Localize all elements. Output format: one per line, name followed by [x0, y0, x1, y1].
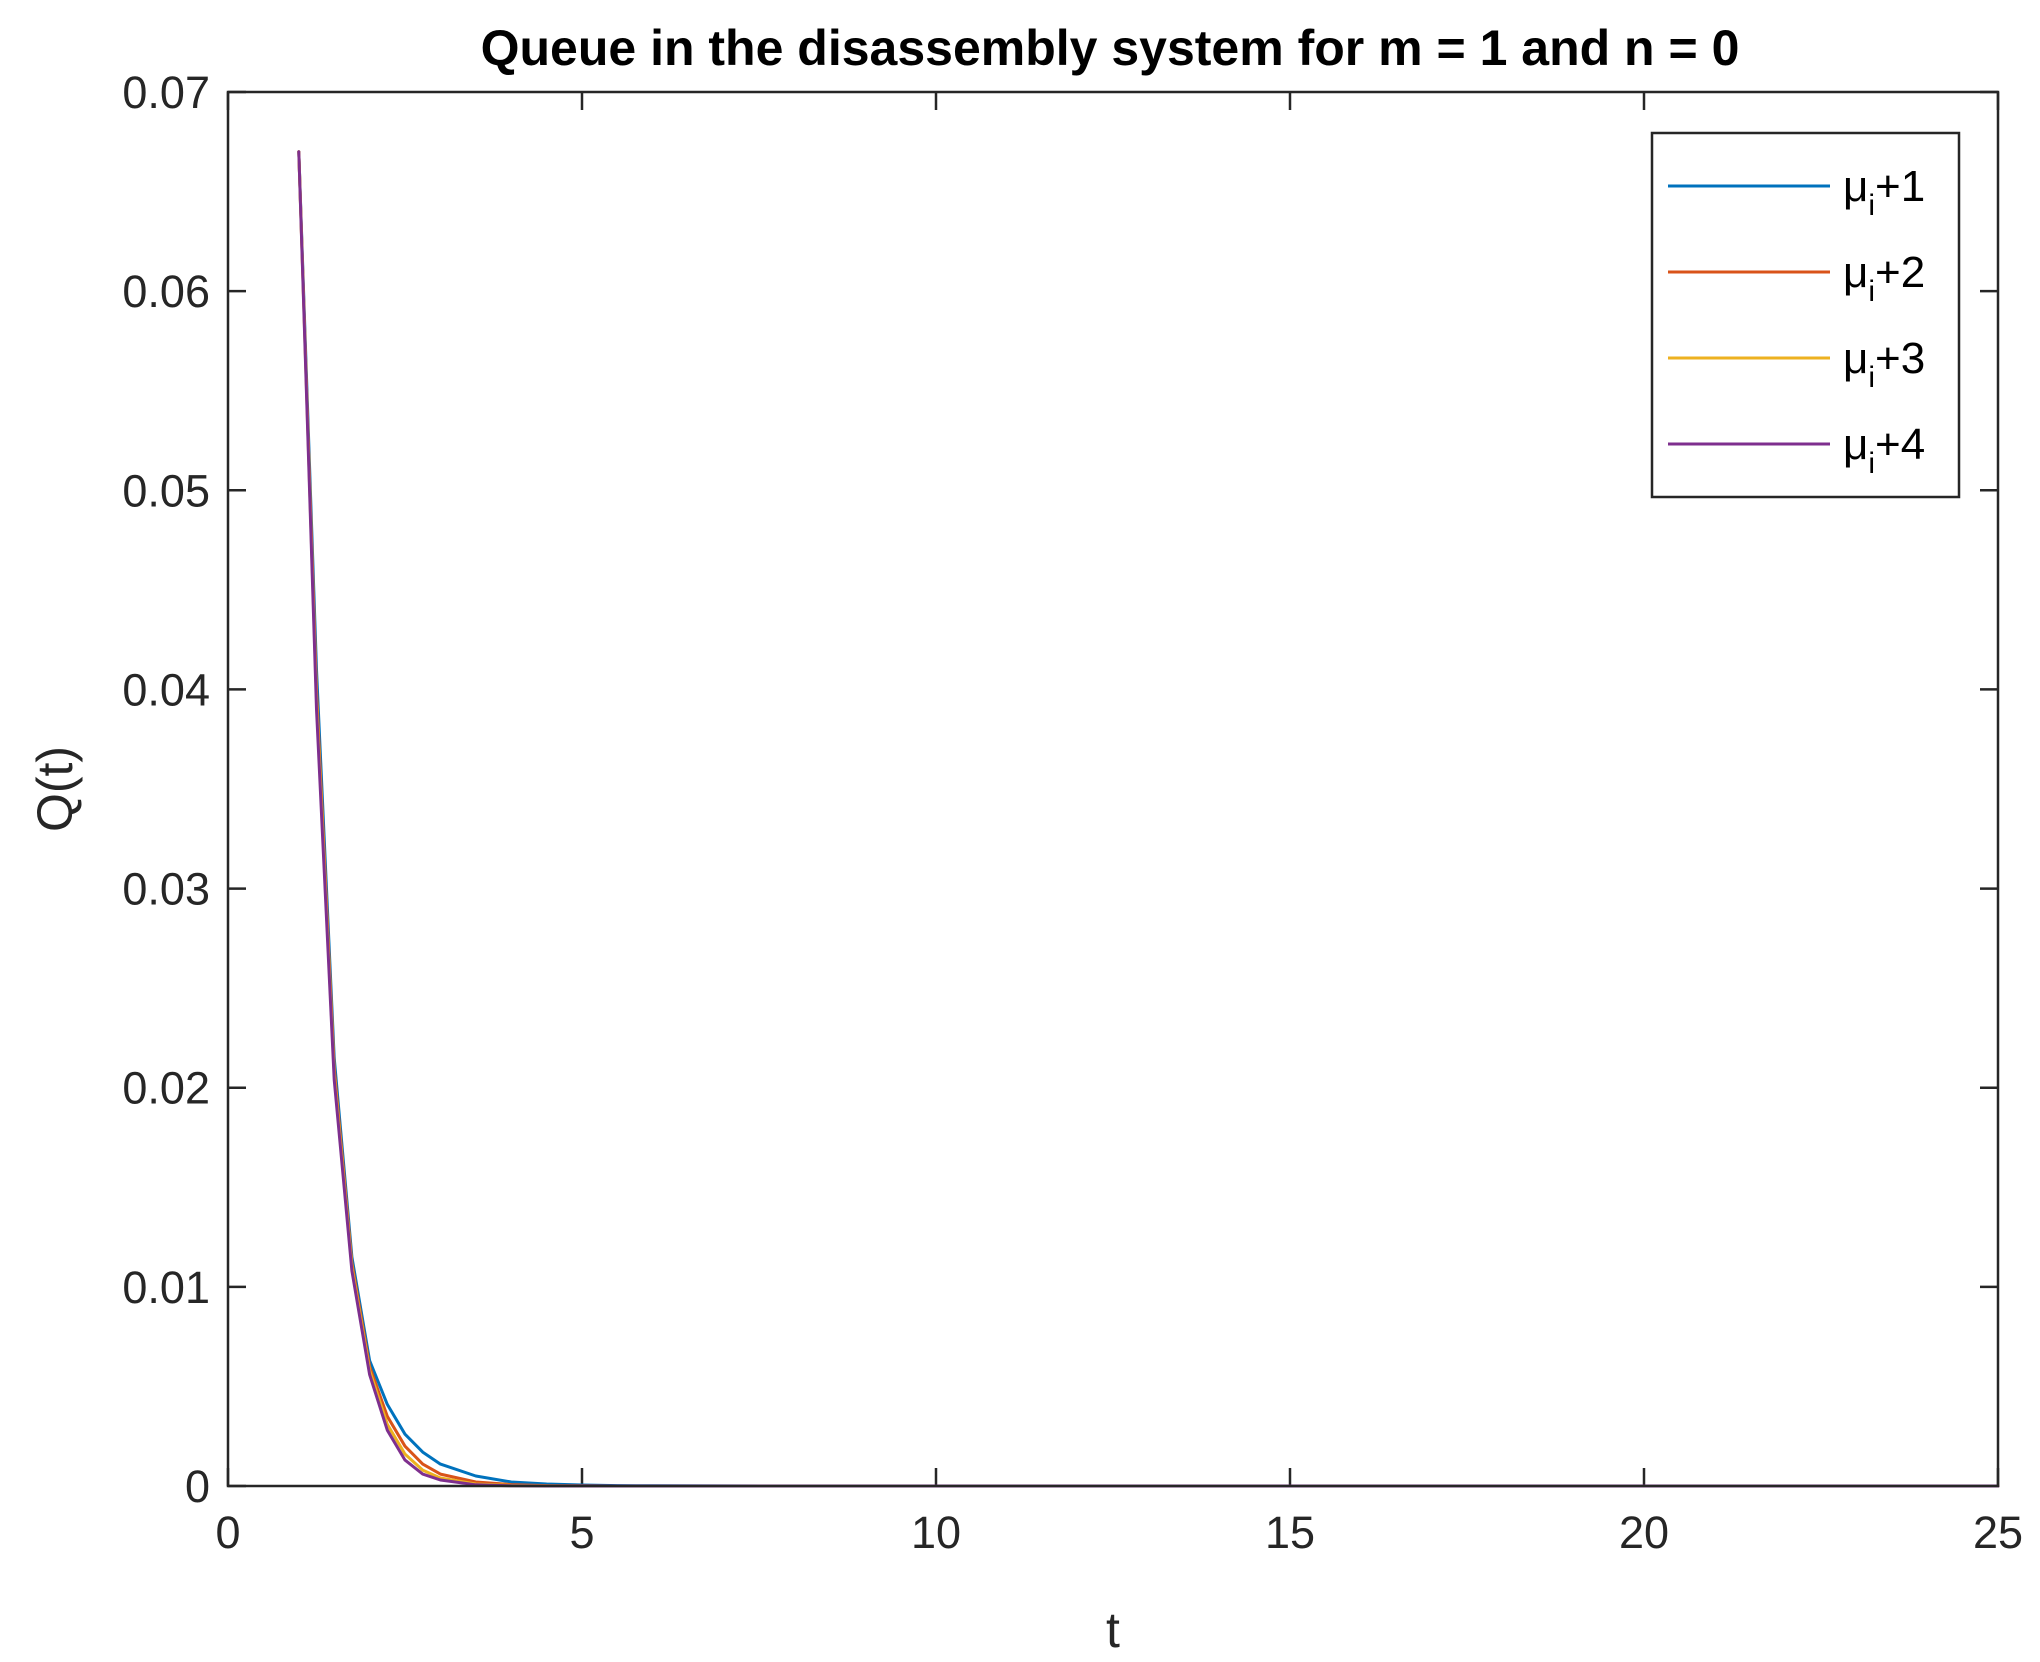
legend-label-1: μi+1 [1843, 162, 1925, 222]
x-tick-label: 25 [1973, 1507, 2023, 1558]
y-tick-label: 0.06 [122, 266, 210, 317]
legend-label-suffix: +2 [1875, 248, 1925, 297]
y-axis-label: Q(t) [27, 746, 83, 832]
y-tick-label: 0.03 [122, 864, 210, 915]
x-axis-label: t [1106, 1602, 1120, 1658]
y-tick-label: 0.07 [122, 67, 210, 118]
x-tick-label: 20 [1619, 1507, 1669, 1558]
legend: μi+1μi+2μi+3μi+4 [1650, 131, 1961, 499]
legend-label-subscript: i [1868, 189, 1875, 222]
legend-label-base: μ [1843, 162, 1868, 211]
axes-box [226, 90, 2000, 1488]
legend-box [1650, 131, 1961, 499]
x-tick-label: 5 [569, 1507, 594, 1558]
y-tick-label: 0 [185, 1461, 210, 1512]
legend-label-suffix: +3 [1875, 334, 1925, 383]
legend-label-subscript: i [1868, 361, 1875, 394]
x-tick-label: 10 [911, 1507, 961, 1558]
legend-label-2: μi+2 [1843, 248, 1925, 308]
x-tick-label: 0 [215, 1507, 240, 1558]
y-tick-label: 0.01 [122, 1262, 210, 1313]
legend-label-suffix: +1 [1875, 162, 1925, 211]
chart-title: Queue in the disassembly system for m = … [481, 20, 1740, 76]
legend-label-4: μi+4 [1843, 420, 1925, 480]
legend-label-suffix: +4 [1875, 420, 1925, 469]
legend-label-subscript: i [1868, 447, 1875, 480]
legend-label-base: μ [1843, 334, 1868, 383]
x-tick-label: 15 [1265, 1507, 1315, 1558]
y-tick-label: 0.02 [122, 1063, 210, 1114]
legend-label-base: μ [1843, 248, 1868, 297]
legend-label-3: μi+3 [1843, 334, 1925, 394]
axis-ticks: 0 5 10 15 20 25 0 0.01 0.02 0.03 0.04 0.05 0.06 0.07 [122, 67, 2023, 1558]
legend-label-base: μ [1843, 420, 1868, 469]
legend-label-subscript: i [1868, 275, 1875, 308]
y-tick-label: 0.05 [122, 465, 210, 516]
y-tick-label: 0.04 [122, 664, 210, 715]
